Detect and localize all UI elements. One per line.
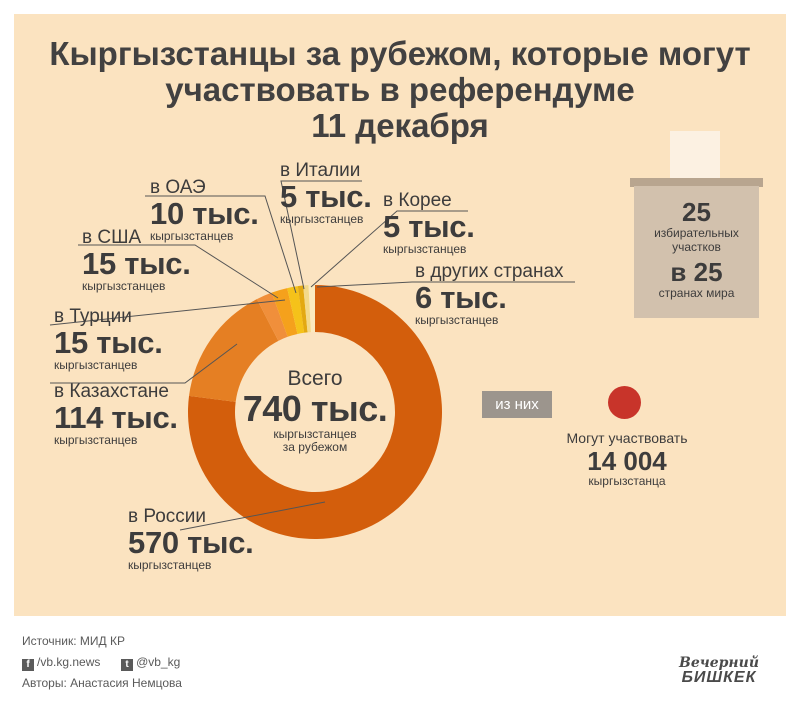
social-links: f/vb.kg.news t @vb_kg [22,655,180,671]
label-turkey-value: 15 тыс. [54,325,163,360]
donut-slice-6 [303,285,311,333]
label-kazakhstan-country: в Казахстане [54,381,169,402]
red-dot-marker [608,386,641,419]
leader-line-italy [280,180,362,290]
donut-slice-2 [256,292,288,341]
label-usa-country: в США [82,227,142,248]
twitter-icon: t [121,659,134,671]
leader-line-kazakhstan [50,343,238,384]
stations-label-1: избирательных [654,226,739,240]
vecherniy-bishkek-logo: Вечерний БИШКЕК [655,656,783,686]
can-vote-label: Могут участвовать [566,430,688,446]
label-other-value: 6 тыс. [415,280,507,315]
leader-line-russia [179,501,326,531]
of-them-badge: из них [482,391,552,418]
center-total-value: 740 тыс. [242,388,388,429]
label-usa-unit: кыргызстанцев [82,279,166,293]
leader-line-uae [145,195,297,294]
logo-line-2: БИШКЕК [681,669,757,686]
label-other: в других странах 6 тыс. кыргызстанцев [415,262,564,327]
leader-line-usa [78,244,279,299]
label-uae-country: в ОАЭ [150,177,206,198]
center-total-unit: кыргызстанцев [273,427,357,441]
facebook-icon: f [22,659,34,671]
title-line-1: Кыргызстанцы за рубежом, которые могут [49,35,751,72]
logo-line-1: Вечерний [678,655,759,671]
donut-slice-7 [308,285,315,333]
center-total-label: Всего [287,367,343,390]
label-uae-value: 10 тыс. [150,196,259,231]
label-italy: в Италии 5 тыс. кыргызстанцев [280,161,372,226]
stations-count: 25 [682,197,711,227]
donut-slice-4 [287,286,305,334]
label-italy-value: 5 тыс. [280,179,372,214]
twitter-link[interactable]: @vb_kg [136,655,181,669]
can-vote-block: Могут участвовать 14 004 кыргызстанца [532,430,722,488]
label-turkey-unit: кыргызстанцев [54,358,138,372]
title-line-2: участвовать в референдуме [165,71,635,108]
label-korea-value: 5 тыс. [383,209,475,244]
leader-line-turkey [49,299,286,326]
donut-center-total: Всего 740 тыс. кыргызстанцев за рубежом [230,368,400,454]
authors-text: Авторы: Анастасия Немцова [22,676,182,690]
label-other-country: в других странах [415,261,564,282]
label-korea-country: в Корее [383,190,452,211]
center-total-unit-2: за рубежом [282,440,348,454]
can-vote-value: 14 004 [587,446,667,476]
countries-label: странах мира [658,286,735,300]
label-italy-country: в Италии [280,160,361,181]
label-uae-unit: кыргызстанцев [150,229,234,243]
label-russia: в России 570 тыс. кыргызстанцев [128,506,254,572]
can-vote-unit: кыргызстанца [588,474,666,488]
ballot-box-icon: 25 избирательных участков в 25 странах м… [634,186,759,318]
stations-label-2: участков [672,240,721,254]
source-text: Источник: МИД КР [22,634,125,648]
label-kazakhstan: в Казахстане 114 тыс. кыргызстанцев [54,382,178,447]
facebook-link[interactable]: /vb.kg.news [37,655,101,669]
label-russia-country: в России [128,506,207,527]
leader-line-other [316,281,575,288]
label-turkey: в Турции 15 тыс. кыргызстанцев [54,307,163,372]
label-usa-value: 15 тыс. [82,246,191,281]
label-other-unit: кыргызстанцев [415,313,499,327]
ballot-paper-icon [670,131,720,183]
label-italy-unit: кыргызстанцев [280,212,364,226]
countries-count: в 25 [670,257,723,287]
label-uae: в ОАЭ 10 тыс. кыргызстанцев [150,178,259,243]
label-russia-unit: кыргызстанцев [128,558,212,572]
ballot-box-lid [630,178,763,187]
label-kazakhstan-unit: кыргызстанцев [54,433,138,447]
title-line-3: 11 декабря [311,107,489,144]
label-usa: в США 15 тыс. кыргызстанцев [82,228,191,293]
label-korea: в Корее 5 тыс. кыргызстанцев [383,191,475,256]
donut-slice-5 [297,285,308,333]
label-russia-value: 570 тыс. [128,525,254,560]
label-korea-unit: кыргызстанцев [383,242,467,256]
leader-line-korea [310,210,468,288]
donut-slice-0 [188,285,442,539]
label-kazakhstan-value: 114 тыс. [54,400,178,435]
label-turkey-country: в Турции [54,306,132,327]
page-title: Кыргызстанцы за рубежом, которые могут у… [14,36,786,144]
donut-slice-1 [189,299,279,402]
